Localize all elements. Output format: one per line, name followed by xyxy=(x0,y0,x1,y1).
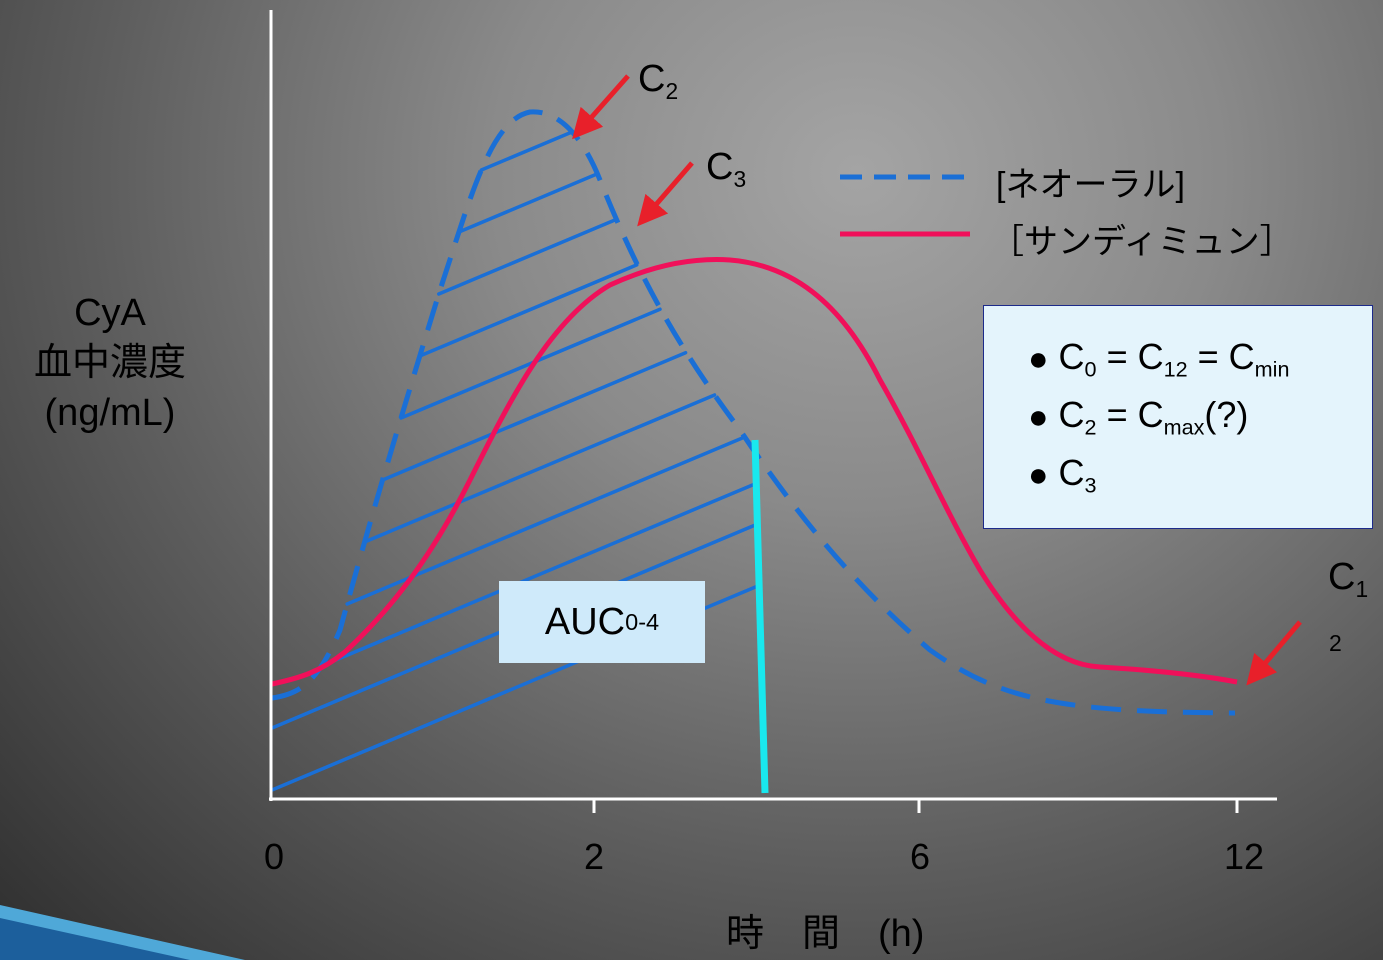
info-subscript: 12 xyxy=(1163,356,1188,382)
info-box: ● C0 = C12 = Cmin ● C2 = Cmax(?) ● C3 xyxy=(983,305,1373,529)
info-text: C xyxy=(1058,335,1085,377)
bullet-dot-icon: ● xyxy=(1028,339,1049,378)
info-text: (?) xyxy=(1204,393,1249,435)
auc-cutoff-line xyxy=(751,439,769,794)
c2-arrow xyxy=(572,74,630,140)
y-axis-label-line: CyA xyxy=(74,292,146,334)
info-text: = C xyxy=(1096,393,1164,435)
bullet-dot-icon: ● xyxy=(1028,455,1049,494)
hatch-line xyxy=(479,130,574,172)
y-axis-label: CyA 血中濃度 (ng/mL) xyxy=(0,288,220,438)
hatch-line xyxy=(418,263,639,358)
info-box-item: ● C0 = C12 = Cmin xyxy=(1028,330,1372,388)
auc-hatching xyxy=(270,130,761,792)
c3-label: C3 xyxy=(706,146,747,192)
info-text: = C xyxy=(1187,335,1255,377)
info-subscript: 3 xyxy=(1084,472,1097,498)
y-axis-label-line: 血中濃度 xyxy=(33,342,186,384)
slide-corner-decoration-dark xyxy=(0,918,190,960)
info-text: = C xyxy=(1096,335,1164,377)
hatch-line xyxy=(380,350,688,482)
legend-sandimmun-label: ［サンディミュン］ xyxy=(990,223,1294,261)
info-text: C xyxy=(1058,451,1085,493)
hatch-line xyxy=(399,307,662,420)
info-subscript: 0 xyxy=(1084,356,1097,382)
neoral-curve xyxy=(271,109,1236,716)
c12-arrow xyxy=(1246,620,1302,686)
info-box-item: ● C3 xyxy=(1028,446,1372,504)
c12-label: C1 xyxy=(1328,556,1369,602)
x-tick-label: 2 xyxy=(584,836,605,877)
x-tick-label: 0 xyxy=(264,836,285,877)
hatch-line xyxy=(345,435,746,606)
legend-neoral-label: [ネオーラル] xyxy=(996,166,1185,204)
auc-label: AUC 0-4 xyxy=(499,581,705,663)
c2-label: C2 xyxy=(638,58,679,104)
x-tick-label: 12 xyxy=(1224,836,1265,877)
y-axis-label-line: (ng/mL) xyxy=(44,392,176,434)
info-subscript: 2 xyxy=(1084,414,1097,440)
bullet-dot-icon: ● xyxy=(1028,397,1049,436)
info-text: C xyxy=(1058,393,1085,435)
info-box-item: ● C2 = Cmax(?) xyxy=(1028,388,1372,446)
hatch-line xyxy=(362,393,717,544)
info-subscript: max xyxy=(1163,414,1205,440)
x-tick-label: 6 xyxy=(910,836,931,877)
c3-arrow xyxy=(637,161,694,227)
info-subscript: min xyxy=(1254,356,1290,382)
sandimmun-curve xyxy=(271,257,1238,687)
c12-label-wrap: 2 xyxy=(1329,630,1342,656)
hatch-line xyxy=(457,172,599,234)
hatch-line xyxy=(319,481,758,668)
hatch-line xyxy=(437,217,618,296)
x-axis-label: 時 間 (h) xyxy=(726,913,925,955)
